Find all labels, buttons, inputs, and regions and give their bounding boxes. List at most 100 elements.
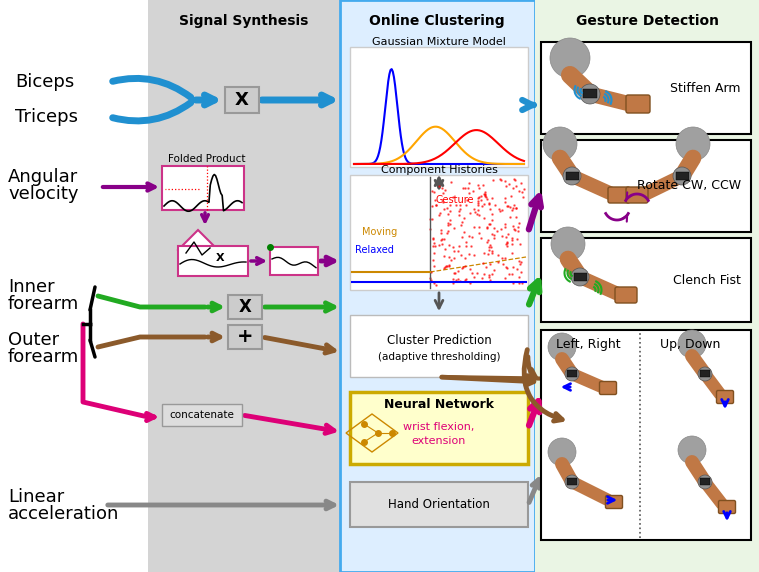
Bar xyxy=(225,87,259,113)
Point xyxy=(491,227,503,236)
Point xyxy=(449,269,461,278)
Circle shape xyxy=(563,167,581,185)
Point xyxy=(461,196,474,205)
Point xyxy=(515,178,528,187)
Point xyxy=(433,181,445,190)
Point xyxy=(463,250,475,259)
Point xyxy=(433,210,445,220)
Circle shape xyxy=(548,438,576,466)
Point xyxy=(502,229,514,238)
Point xyxy=(436,234,449,243)
Point xyxy=(507,279,519,288)
Point xyxy=(452,267,465,276)
Point xyxy=(499,273,512,283)
Point xyxy=(505,236,518,245)
Point xyxy=(483,198,495,208)
Bar xyxy=(340,0,535,572)
Point xyxy=(441,204,453,213)
Point xyxy=(471,198,483,208)
Text: +: + xyxy=(237,328,254,347)
Text: Biceps: Biceps xyxy=(15,73,74,91)
Point xyxy=(484,259,496,268)
Point xyxy=(493,205,505,214)
Point xyxy=(455,251,467,260)
Point xyxy=(455,205,467,214)
Point xyxy=(424,214,436,224)
Circle shape xyxy=(673,167,691,185)
Point xyxy=(516,279,528,288)
Point xyxy=(456,217,468,227)
Circle shape xyxy=(565,367,579,381)
Point xyxy=(427,186,439,196)
Text: Angular: Angular xyxy=(8,168,78,186)
Point xyxy=(487,175,499,184)
Point xyxy=(456,263,468,272)
Text: Component Histories: Component Histories xyxy=(380,165,497,175)
Text: Gesture Detection: Gesture Detection xyxy=(575,14,719,28)
Text: acceleration: acceleration xyxy=(8,505,119,523)
Bar xyxy=(566,172,579,180)
Point xyxy=(427,233,439,243)
Point xyxy=(433,208,446,217)
Bar xyxy=(228,325,262,349)
Bar xyxy=(567,370,577,377)
Point xyxy=(513,186,525,196)
Point xyxy=(453,241,465,251)
Point xyxy=(468,205,480,214)
Bar xyxy=(574,273,587,281)
Text: wrist flexion,
extension: wrist flexion, extension xyxy=(403,422,474,446)
Point xyxy=(483,246,495,255)
Point xyxy=(464,209,476,218)
Point xyxy=(455,232,468,241)
Point xyxy=(480,237,493,247)
Point xyxy=(444,200,456,209)
Point xyxy=(474,195,487,204)
Point xyxy=(430,201,442,210)
Point xyxy=(495,175,507,184)
Point xyxy=(472,200,484,209)
Bar xyxy=(541,140,751,232)
Point xyxy=(481,222,493,231)
Point xyxy=(477,180,489,189)
Point xyxy=(427,256,439,265)
Point xyxy=(435,226,447,235)
Point xyxy=(502,201,514,210)
Point xyxy=(484,241,496,250)
Point xyxy=(441,262,453,271)
FancyBboxPatch shape xyxy=(716,391,733,403)
Text: Neural Network: Neural Network xyxy=(384,398,494,411)
Point xyxy=(478,189,490,198)
Point xyxy=(472,196,484,205)
Point xyxy=(444,220,456,229)
Point xyxy=(506,203,518,212)
Point xyxy=(449,275,461,284)
Point xyxy=(433,241,446,250)
Point xyxy=(507,263,519,272)
Point xyxy=(515,268,527,277)
Point xyxy=(499,253,511,263)
Point xyxy=(473,183,485,192)
Point xyxy=(472,206,484,215)
Point xyxy=(454,201,466,210)
Text: Signal Synthesis: Signal Synthesis xyxy=(179,14,309,28)
FancyBboxPatch shape xyxy=(615,287,637,303)
Bar xyxy=(541,330,751,540)
Bar xyxy=(270,247,318,275)
Point xyxy=(483,200,495,209)
Point xyxy=(426,201,438,210)
Point xyxy=(442,219,454,228)
FancyBboxPatch shape xyxy=(608,187,630,203)
Text: Folded Product: Folded Product xyxy=(168,154,246,164)
Point xyxy=(499,197,511,206)
Point xyxy=(442,209,454,219)
Text: (adaptive thresholding): (adaptive thresholding) xyxy=(378,352,500,362)
Point xyxy=(484,220,496,229)
Point xyxy=(430,200,442,209)
Bar xyxy=(350,175,528,290)
Point xyxy=(486,216,498,225)
Point xyxy=(436,240,448,249)
Point xyxy=(500,240,512,249)
Bar xyxy=(350,482,528,527)
Point xyxy=(497,259,509,268)
Point xyxy=(499,177,511,186)
